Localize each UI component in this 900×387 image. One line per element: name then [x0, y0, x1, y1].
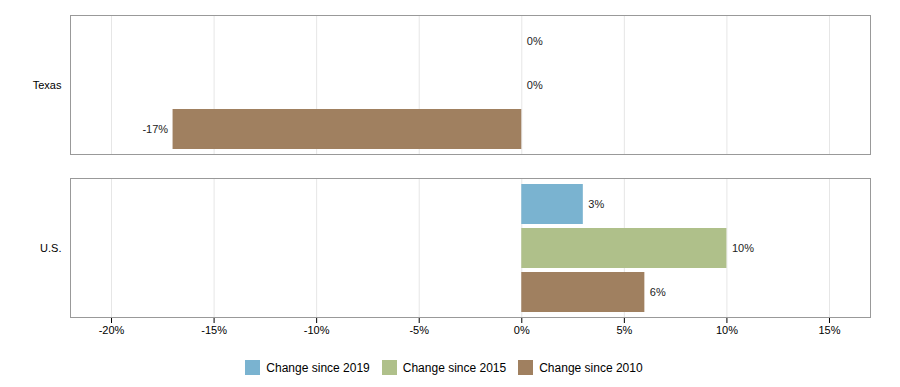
svg-text:-15%: -15% [201, 324, 227, 336]
svg-text:15%: 15% [818, 324, 840, 336]
html-text:Change since 2019: Change since 2019 [266, 360, 370, 375]
svg-text:5%: 5% [616, 324, 632, 336]
svg-text:U.S.: U.S. [40, 242, 61, 254]
svg-text:-20%: -20% [99, 324, 125, 336]
html-text:Change since 2010: Change since 2010 [539, 360, 643, 375]
svg-text:0%: 0% [514, 324, 530, 336]
svg-text:10%: 10% [732, 242, 754, 254]
svg-text:10%: 10% [716, 324, 738, 336]
svg-text:-17%: -17% [142, 123, 168, 135]
svg-text:-5%: -5% [409, 324, 429, 336]
svg-text:6%: 6% [650, 286, 666, 298]
svg-text:3%: 3% [588, 198, 604, 210]
svg-text:Texas: Texas [33, 79, 62, 91]
html-text:Change since 2015: Change since 2015 [402, 360, 507, 375]
svg-text:-10%: -10% [304, 324, 330, 336]
svg-text:0%: 0% [527, 35, 543, 47]
svg-text:0%: 0% [527, 79, 543, 91]
